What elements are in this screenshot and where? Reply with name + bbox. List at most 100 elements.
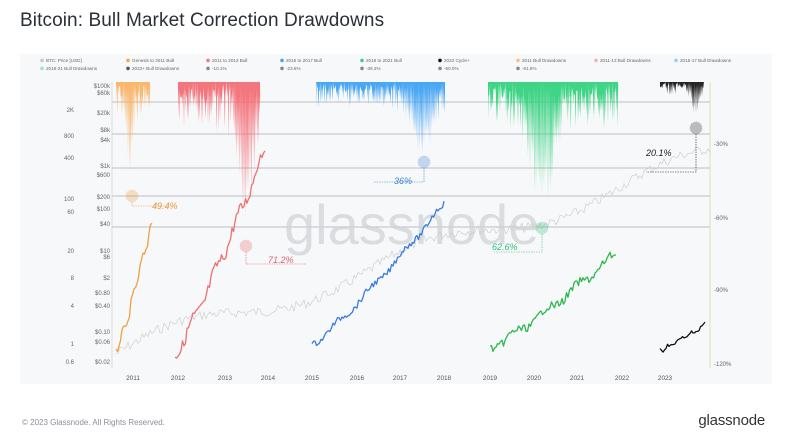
drawdown-annotation: 62.6% — [492, 242, 518, 252]
legend-entry: 2018-21 Bull Drawdowns — [46, 66, 98, 71]
x-tick-label: 2014 — [261, 375, 276, 382]
max-drawdown-marker — [689, 121, 703, 135]
legend-entry: -50.0% — [444, 66, 459, 71]
legend-entry: 2015-17 Bull Drawdowns — [680, 58, 732, 63]
legend-entry: -10.1% — [212, 66, 227, 71]
legend-entry: 2011-13 Bull Drawdowns — [600, 58, 651, 63]
drawdown-chart: BTC: Price [USD] Genesis to 2011 Bull 2011… — [40, 58, 732, 382]
legend-entry: 2011 to 2013 Bull — [212, 58, 247, 63]
x-tick-label: 2021 — [570, 375, 585, 382]
btc-price-line — [115, 146, 711, 355]
y-tick-outer: $100k — [94, 84, 111, 90]
legend-marker — [206, 66, 210, 71]
y-tick-outer: $100 — [97, 207, 111, 213]
drawdown-area-2022 — [660, 82, 704, 113]
legend-marker — [516, 66, 520, 71]
drawdown-annotation: 20.1% — [645, 148, 672, 158]
x-tick-label: 2017 — [393, 375, 408, 382]
drawdown-area-2011-2013 — [178, 82, 261, 222]
y-tick-inner: 0.6 — [66, 360, 75, 366]
x-tick-label: 2022 — [615, 375, 630, 382]
y-tick-outer: $20k — [97, 111, 111, 117]
price-line-2022 — [659, 321, 706, 353]
y-tick-inner: 1 — [71, 342, 75, 348]
max-drawdown-marker — [417, 155, 431, 169]
y-tick-outer: $0.06 — [95, 340, 111, 346]
legend-marker — [594, 58, 598, 63]
legend-entry: 2011 Bull Drawdowns — [522, 58, 567, 63]
legend-entry: 2022+ Bull Drawdowns — [132, 66, 180, 71]
y-tick-inner: 4 — [71, 304, 75, 310]
drawdown-annotation: 49.4% — [152, 201, 178, 211]
x-tick-label: 2016 — [350, 375, 365, 382]
y-tick-outer: $200 — [97, 195, 111, 201]
price-line-2018-2021 — [489, 251, 616, 353]
y-tick-outer: $2 — [103, 276, 110, 282]
legend-entry: -38.2% — [366, 66, 381, 71]
annotation-leader — [494, 234, 543, 253]
y-tick-outer: $600 — [97, 173, 111, 179]
legend-entry: 2022 Cycle+ — [444, 58, 470, 63]
y-tick-right: -30% — [714, 142, 729, 148]
legend-entry: 2018 to 2021 Bull — [366, 58, 402, 63]
legend-entry: 2015 to 2017 Bull — [286, 58, 322, 63]
y-tick-inner: 2K — [67, 108, 74, 114]
chart-title: Bitcoin: Bull Market Correction Drawdown… — [20, 10, 385, 31]
y-tick-right: -120% — [714, 362, 732, 368]
max-drawdown-marker — [535, 221, 549, 235]
legend-marker — [126, 58, 130, 63]
drawdown-annotation: 36% — [394, 176, 412, 186]
y-tick-outer: $8k — [100, 128, 111, 134]
drawdown-area-2018-2021 — [488, 82, 619, 200]
price-line-2015-2017 — [311, 201, 445, 347]
x-tick-label: 2013 — [218, 375, 233, 382]
legend-marker — [438, 58, 442, 63]
y-tick-right: -60% — [714, 216, 729, 222]
legend-entry: -61.8% — [522, 66, 537, 71]
y-tick-right: -90% — [714, 288, 729, 294]
chart-area: BTC: Price [USD] Genesis to 2011 Bull 2011… — [20, 54, 772, 384]
x-tick-label: 2011 — [126, 375, 140, 382]
annotation-leader — [245, 252, 306, 265]
price-line-genesis — [115, 222, 153, 353]
max-drawdown-marker — [239, 239, 253, 253]
legend-marker — [516, 58, 520, 63]
x-tick-label: 2018 — [437, 375, 452, 382]
y-tick-outer: $0.80 — [95, 291, 111, 297]
annotation-leader — [646, 134, 697, 173]
legend-marker — [40, 66, 44, 71]
y-tick-outer: $4k — [100, 138, 111, 144]
legend-entry: BTC: Price [USD] — [46, 58, 82, 63]
y-tick-outer: $0.02 — [95, 360, 111, 366]
legend-marker — [126, 66, 130, 71]
x-tick-label: 2020 — [527, 375, 542, 382]
y-tick-inner: 400 — [64, 156, 75, 162]
annotation-leader — [131, 202, 172, 207]
legend-marker — [280, 66, 284, 71]
y-tick-outer: $10 — [100, 249, 111, 255]
legend-marker — [206, 58, 210, 63]
legend-entry: Genesis to 2011 Bull — [132, 58, 174, 63]
x-tick-label: 2012 — [171, 375, 186, 382]
brand-logo: glassnode — [698, 412, 765, 429]
drawdown-area-genesis — [116, 82, 151, 172]
legend-marker — [360, 58, 364, 63]
y-tick-inner: 800 — [64, 134, 75, 140]
y-tick-outer: $0.10 — [95, 330, 111, 336]
annotation-leader — [374, 168, 425, 183]
y-tick-outer: $40 — [100, 222, 111, 228]
y-tick-inner: 8 — [71, 276, 75, 282]
y-tick-outer: $1k — [100, 164, 111, 170]
legend-marker — [40, 58, 44, 63]
price-line-2011-2013 — [174, 150, 266, 359]
x-tick-label: 2015 — [305, 375, 320, 382]
legend-marker — [280, 58, 284, 63]
y-tick-inner: 20 — [67, 249, 74, 255]
legend-marker — [674, 58, 678, 63]
copyright-text: © 2023 Glassnode. All Rights Reserved. — [22, 418, 165, 427]
legend-marker — [438, 66, 442, 71]
y-tick-inner: 60 — [67, 210, 74, 216]
y-tick-inner: 100 — [64, 197, 75, 203]
x-tick-label: 2023 — [658, 375, 673, 382]
